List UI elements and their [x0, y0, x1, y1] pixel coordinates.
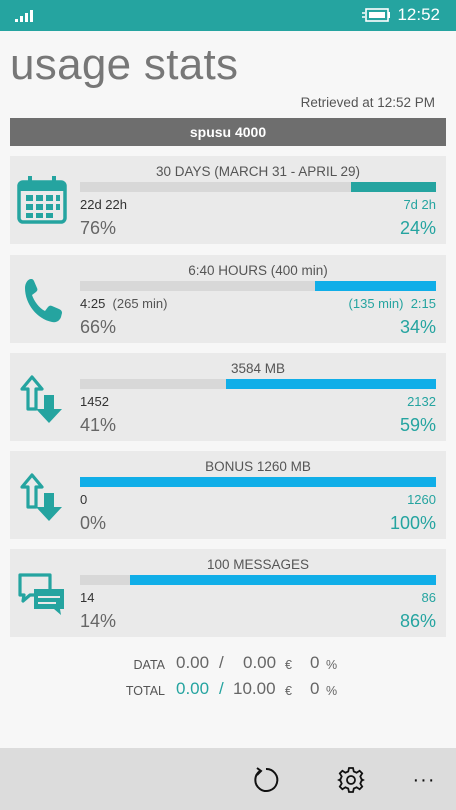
remaining-amount: 86 [421, 590, 436, 605]
app-bar: ··· [0, 748, 456, 810]
remaining-percent: 86% [399, 611, 436, 631]
remaining-value: 7d 2h [403, 197, 436, 212]
card-title: 6:40 HOURS (400 min) [188, 263, 328, 278]
summary-row-total: TOTAL 0.00 / 10.00 € 0 % [0, 679, 456, 703]
battery-charging-icon [362, 8, 390, 22]
summary-percent-sign: % [326, 684, 338, 698]
phone-icon [25, 279, 62, 323]
usage-card-minutes[interactable]: 6:40 HOURS (400 min) 4:25 (265 min) (135… [10, 255, 446, 343]
usage-card-days[interactable]: 30 DAYS (MARCH 31 - APRIL 29) 22d 22h 7d… [10, 156, 446, 244]
usage-progress-bar [80, 575, 436, 585]
remaining-fill [314, 281, 436, 291]
usage-card-bonus-data[interactable]: BONUS 1260 MB 0 1260 0% 100% [10, 451, 446, 539]
used-amount: 4:25 [80, 296, 106, 311]
retrieved-timestamp: Retrieved at 12:52 PM [300, 95, 435, 110]
card-title: 3584 MB [230, 361, 286, 376]
used-value: 14 [80, 590, 94, 605]
summary-row-data: DATA 0.00 / 0.00 € 0 % [0, 653, 456, 677]
remaining-amount: 2132 [407, 394, 436, 409]
used-value: 0 [80, 492, 87, 507]
plan-name-banner[interactable]: spusu 4000 [10, 118, 446, 146]
summary-percent: 0 [310, 653, 320, 672]
remaining-percent: 24% [399, 218, 436, 238]
summary-value-b: 0.00 [243, 653, 277, 672]
used-percent: 0% [80, 513, 107, 533]
remaining-fill [80, 477, 436, 487]
signal-icon [15, 10, 33, 22]
data-transfer-icon [20, 473, 62, 521]
summary-label: TOTAL [125, 684, 165, 698]
summary-label: DATA [133, 658, 165, 672]
summary-currency: € [285, 658, 292, 672]
remaining-amount: 7d 2h [403, 197, 436, 212]
remaining-value: 86 [422, 590, 436, 605]
summary-value-a: 0.00 [176, 679, 210, 698]
remaining-percent: 34% [399, 317, 436, 337]
summary-separator: / [219, 653, 224, 672]
refresh-icon [254, 767, 279, 792]
usage-card-data[interactable]: 3584 MB 1452 2132 41% 59% [10, 353, 446, 441]
used-minutes: (265 min) [112, 296, 168, 311]
status-clock: 12:52 [397, 5, 440, 24]
remaining-fill [129, 575, 436, 585]
usage-progress-bar [80, 281, 436, 291]
more-options-button[interactable]: ··· [412, 768, 436, 791]
summary-currency: € [285, 684, 292, 698]
remaining-fill [225, 379, 436, 389]
card-title: 30 DAYS (MARCH 31 - APRIL 29) [155, 164, 361, 179]
summary-percent-sign: % [326, 658, 338, 672]
used-percent: 76% [80, 218, 117, 238]
messages-icon [18, 573, 64, 615]
gear-icon [337, 767, 365, 793]
used-value: 1452 [80, 394, 109, 409]
used-amount: 1452 [80, 394, 109, 409]
used-amount: 14 [80, 590, 95, 605]
summary-value-b: 10.00 [233, 679, 276, 698]
remaining-percent: 59% [399, 415, 436, 435]
remaining-amount: 2:15 [410, 296, 436, 311]
status-bar: 12:52 [0, 0, 456, 31]
usage-card-messages[interactable]: 100 MESSAGES 14 86 14% 86% [10, 549, 446, 637]
used-value: 4:25 (265 min) [80, 296, 167, 311]
used-percent: 14% [80, 611, 117, 631]
usage-progress-bar [80, 379, 436, 389]
usage-progress-bar [80, 477, 436, 487]
summary-percent: 0 [310, 679, 320, 698]
used-amount: 0 [80, 492, 88, 507]
remaining-fill [350, 182, 436, 192]
remaining-value: (135 min) 2:15 [349, 296, 436, 311]
summary-value-a: 0.00 [176, 653, 210, 672]
card-title: 100 MESSAGES [206, 557, 310, 572]
remaining-percent: 100% [389, 513, 436, 533]
data-transfer-icon [20, 375, 62, 423]
page-title: usage stats [10, 40, 239, 89]
card-title: BONUS 1260 MB [205, 459, 311, 474]
used-amount: 22d 22h [80, 197, 127, 212]
used-percent: 41% [80, 415, 117, 435]
usage-progress-bar [80, 182, 436, 192]
remaining-amount: 1260 [407, 492, 436, 507]
refresh-button[interactable] [250, 764, 282, 796]
used-value: 22d 22h [80, 197, 127, 212]
remaining-value: 1260 [407, 492, 436, 507]
remaining-minutes: (135 min) [348, 296, 404, 311]
used-percent: 66% [80, 317, 117, 337]
remaining-value: 2132 [407, 394, 436, 409]
calendar-icon [17, 176, 67, 224]
summary-separator: / [219, 679, 224, 698]
settings-button[interactable] [335, 764, 367, 796]
